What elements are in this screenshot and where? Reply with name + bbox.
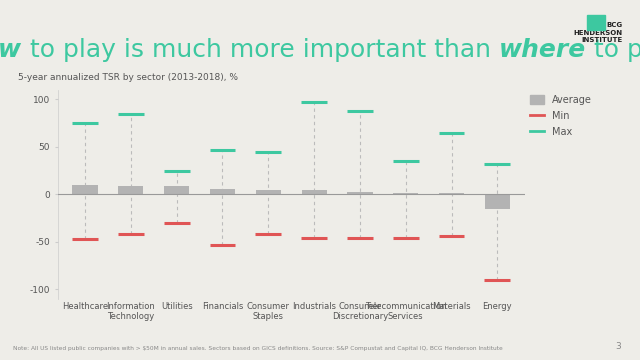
Bar (587, 15, 605, 30)
Bar (484, 194, 510, 209)
Text: to play: to play (586, 38, 640, 62)
Bar (210, 189, 235, 194)
Bar (256, 190, 281, 194)
Bar (439, 193, 464, 194)
Bar (164, 186, 189, 194)
Text: where: where (499, 38, 586, 62)
Bar (118, 186, 143, 194)
Bar (301, 190, 326, 194)
Text: 3: 3 (615, 342, 621, 351)
Bar (348, 192, 372, 194)
Bar (393, 193, 419, 194)
Text: Note: All US listed public companies with > $50M in annual sales. Sectors based : Note: All US listed public companies wit… (13, 346, 502, 351)
Bar (72, 185, 98, 194)
Legend: Average, Min, Max: Average, Min, Max (530, 95, 592, 136)
Text: to play is much more important than: to play is much more important than (22, 38, 499, 62)
Text: BCG
HENDERSON
INSTITUTE: BCG HENDERSON INSTITUTE (573, 22, 623, 43)
Text: How: How (0, 38, 22, 62)
Text: 5-year annualized TSR by sector (2013-2018), %: 5-year annualized TSR by sector (2013-20… (18, 73, 238, 82)
